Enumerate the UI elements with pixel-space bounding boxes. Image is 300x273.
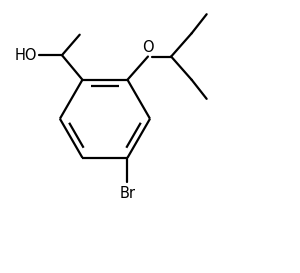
Text: HO: HO bbox=[15, 48, 38, 63]
Text: O: O bbox=[142, 40, 154, 55]
Text: Br: Br bbox=[119, 186, 136, 201]
